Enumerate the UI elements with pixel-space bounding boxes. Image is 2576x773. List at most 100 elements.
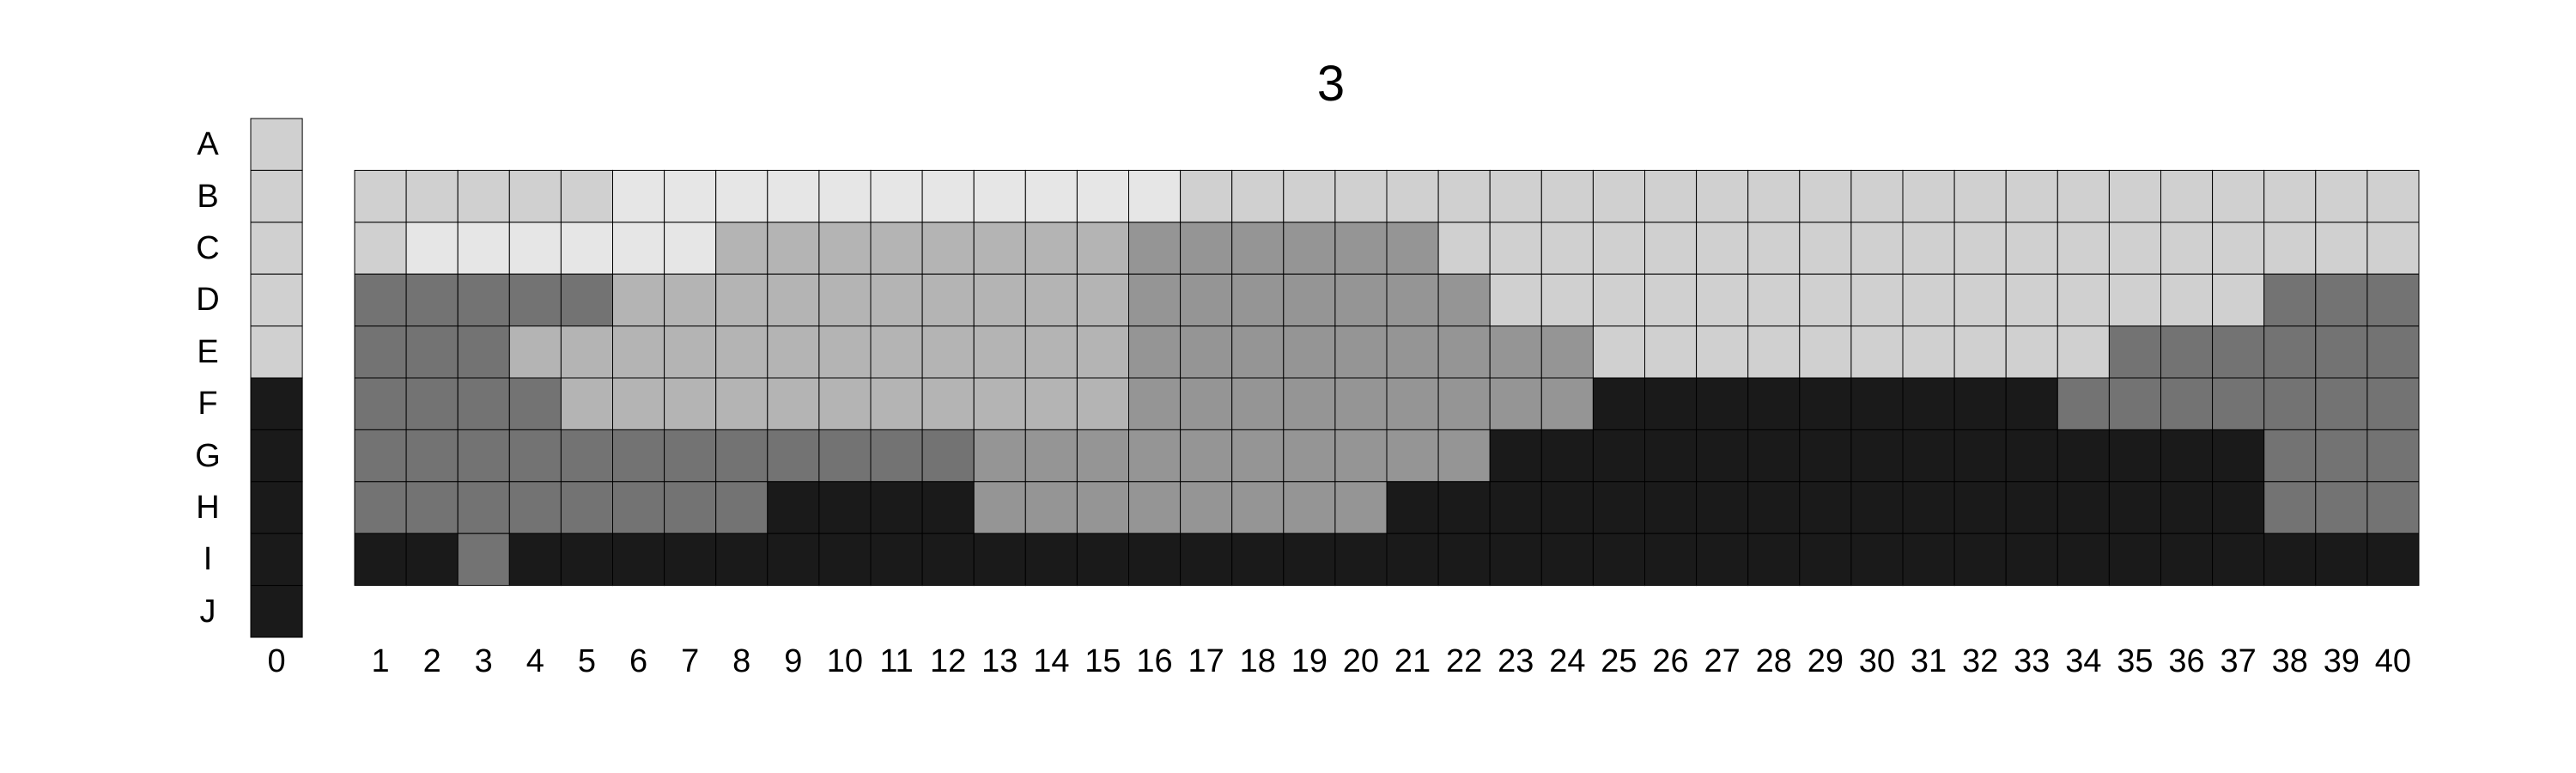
grid-cell-H-27	[1696, 481, 1749, 534]
grid-cell-E-29	[1799, 326, 1852, 379]
grid-cell-F-33	[2005, 377, 2058, 430]
grid-cell-E-13	[973, 326, 1026, 379]
grid-cell-H-34	[2057, 481, 2110, 534]
grid-cell-C-37	[2212, 222, 2265, 275]
column-label-34: 34	[2065, 643, 2102, 679]
grid-cell-H-16	[1128, 481, 1182, 534]
grid-cell-I-4	[508, 533, 562, 587]
grid-cell-F-25	[1592, 377, 1646, 430]
grid-cell-D-27	[1696, 273, 1749, 327]
grid-cell-H-5	[560, 481, 614, 534]
grid-cell-B-3	[457, 169, 510, 223]
grid-cell-B-11	[870, 169, 923, 223]
grid-cell-E-25	[1592, 326, 1646, 379]
grid-cell-G-14	[1024, 429, 1078, 483]
grid-cell-C-23	[1489, 222, 1542, 275]
grid-cell-C-13	[973, 222, 1026, 275]
grid-cell-B-22	[1437, 169, 1491, 223]
grid-cell-G-39	[2315, 429, 2368, 483]
grid-cell-H-28	[1747, 481, 1801, 534]
grid-cell-F-20	[1334, 377, 1388, 430]
grid-cell-D-29	[1799, 273, 1852, 327]
grid-cell-H-17	[1180, 481, 1233, 534]
grid-cell-H-15	[1076, 481, 1130, 534]
grid-cell-B-28	[1747, 169, 1801, 223]
column-label-1: 1	[371, 643, 390, 679]
column-label-25: 25	[1601, 643, 1637, 679]
grid-cell-G-30	[1850, 429, 1904, 483]
grid-cell-G-19	[1283, 429, 1336, 483]
column-label-26: 26	[1652, 643, 1689, 679]
strip-cell-G	[250, 429, 303, 483]
grid-cell-B-17	[1180, 169, 1233, 223]
grid-cell-C-20	[1334, 222, 1388, 275]
grid-cell-F-19	[1283, 377, 1336, 430]
grid-cell-F-12	[921, 377, 975, 430]
grid-cell-C-15	[1076, 222, 1130, 275]
grid-cell-I-19	[1283, 533, 1336, 587]
grid-cell-G-23	[1489, 429, 1542, 483]
grid-cell-B-8	[715, 169, 769, 223]
row-label-B: B	[197, 178, 219, 215]
grid-cell-B-4	[508, 169, 562, 223]
grid-cell-B-29	[1799, 169, 1852, 223]
grid-cell-D-36	[2160, 273, 2214, 327]
grid-cell-H-2	[405, 481, 459, 534]
grid-cell-G-9	[767, 429, 820, 483]
grid-cell-D-9	[767, 273, 820, 327]
grid-cell-B-25	[1592, 169, 1646, 223]
grid-cell-B-5	[560, 169, 614, 223]
grid-cell-G-2	[405, 429, 459, 483]
grid-cell-E-7	[664, 326, 717, 379]
grid-cell-G-27	[1696, 429, 1749, 483]
grid-cell-F-40	[2366, 377, 2420, 430]
grid-cell-H-14	[1024, 481, 1078, 534]
strip-cell-H	[250, 481, 303, 534]
grid-cell-I-24	[1540, 533, 1594, 587]
grid-cell-C-28	[1747, 222, 1801, 275]
grid-cell-D-15	[1076, 273, 1130, 327]
column-label-6: 6	[629, 643, 648, 679]
grid-cell-C-1	[354, 222, 407, 275]
grid-cell-D-18	[1231, 273, 1285, 327]
column-label-2: 2	[422, 643, 441, 679]
grid-cell-I-6	[612, 533, 665, 587]
grid-cell-B-21	[1386, 169, 1439, 223]
grid-cell-D-38	[2263, 273, 2317, 327]
grid-cell-D-17	[1180, 273, 1233, 327]
grid-cell-I-18	[1231, 533, 1285, 587]
grid-cell-C-26	[1644, 222, 1698, 275]
grid-cell-G-8	[715, 429, 769, 483]
column-label-28: 28	[1755, 643, 1792, 679]
grid-cell-F-13	[973, 377, 1026, 430]
column-label-9: 9	[784, 643, 803, 679]
grid-cell-B-30	[1850, 169, 1904, 223]
grid-cell-I-27	[1696, 533, 1749, 587]
grid-cell-C-2	[405, 222, 459, 275]
grid-cell-I-7	[664, 533, 717, 587]
column-label-18: 18	[1239, 643, 1276, 679]
grid-cell-C-30	[1850, 222, 1904, 275]
grid-cell-I-21	[1386, 533, 1439, 587]
grid-cell-D-11	[870, 273, 923, 327]
grid-cell-E-36	[2160, 326, 2214, 379]
grid-cell-I-32	[1953, 533, 2007, 587]
grid-cell-I-33	[2005, 533, 2058, 587]
grid-cell-D-23	[1489, 273, 1542, 327]
column-label-29: 29	[1807, 643, 1844, 679]
grid-cell-C-40	[2366, 222, 2420, 275]
grid-cell-E-17	[1180, 326, 1233, 379]
grid-cell-F-3	[457, 377, 510, 430]
grid-cell-D-4	[508, 273, 562, 327]
grid-cell-I-39	[2315, 533, 2368, 587]
grid-cell-H-18	[1231, 481, 1285, 534]
grid-cell-G-1	[354, 429, 407, 483]
grid-cell-E-3	[457, 326, 510, 379]
grid-cell-E-34	[2057, 326, 2110, 379]
grid-cell-G-3	[457, 429, 510, 483]
grid-cell-E-35	[2108, 326, 2161, 379]
column-label-38: 38	[2271, 643, 2308, 679]
grid-cell-B-19	[1283, 169, 1336, 223]
